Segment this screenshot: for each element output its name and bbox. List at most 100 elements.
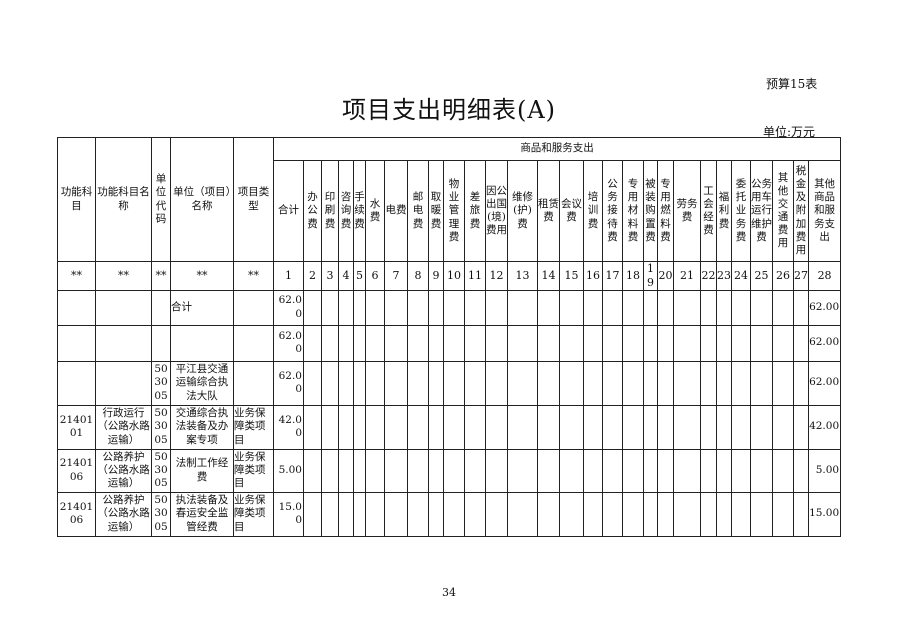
- other-expense-cell: 62.00: [807, 324, 842, 362]
- expense-cell: [643, 324, 658, 362]
- expense-cell: [643, 360, 658, 406]
- project-type-cell: [233, 324, 274, 362]
- other-expense-cell: 62.00: [807, 289, 842, 326]
- expense-cell: [559, 289, 584, 326]
- table-row: 2140106 公路养护（公路水路运输） 503005 执法装备及春运安全监管经费 业务…: [57, 491, 842, 537]
- project-type-cell: 业务保障类项目: [233, 491, 274, 537]
- column-number: 8: [407, 261, 429, 291]
- expense-cell: [622, 404, 644, 450]
- expense-cell: [464, 289, 486, 326]
- expense-cell: [673, 448, 701, 493]
- column-number: 19: [643, 261, 658, 291]
- expense-cell: [673, 491, 701, 537]
- column-header: 水费: [365, 160, 385, 262]
- expense-cell: [428, 360, 444, 406]
- column-header: 专用燃料费: [657, 160, 674, 262]
- expense-cell: [731, 324, 751, 362]
- expense-cell: [602, 448, 623, 493]
- column-number: 24: [731, 261, 751, 291]
- expense-cell: [602, 289, 623, 326]
- unit-code-cell: 503005: [151, 360, 171, 406]
- project-name-cell: [170, 324, 234, 362]
- total-cell: 5.00: [273, 448, 304, 493]
- table-row: 合计 62.00 62.00: [57, 289, 842, 326]
- expense-cell: [731, 448, 751, 493]
- expense-cell: [384, 360, 408, 406]
- table-row: 2140106 公路养护（公路水路运输） 503005 法制工作经费 业务保障类项目 5.…: [57, 448, 842, 493]
- expense-cell: [338, 360, 354, 406]
- expense-cell: [622, 491, 644, 537]
- expense-cell: [559, 404, 584, 450]
- expense-cell: [583, 324, 603, 362]
- function-name-cell: [95, 360, 152, 406]
- expense-cell: [353, 491, 366, 537]
- expense-cell: [338, 448, 354, 493]
- expense-cell: [443, 491, 465, 537]
- expense-cell: [731, 491, 751, 537]
- expense-cell: [583, 360, 603, 406]
- group-header: 商品和服务支出: [272, 137, 842, 161]
- page-number: 34: [442, 586, 456, 599]
- column-header: 税金及附加费用: [793, 160, 809, 262]
- column-header: 因公出国(境)费用: [485, 160, 508, 262]
- table-row: 62.00 62.00: [57, 324, 842, 362]
- expense-cell: [537, 404, 560, 450]
- expense-cell: [772, 448, 794, 493]
- column-number: 6: [365, 261, 385, 291]
- expense-cell: [657, 404, 674, 450]
- expense-cell: [464, 324, 486, 362]
- expense-cell: [622, 289, 644, 326]
- column-header: 单位代码: [151, 137, 171, 262]
- project-name-cell: 平江县交通运输综合执法大队: [170, 360, 234, 406]
- column-number: **: [170, 261, 234, 291]
- expense-cell: [384, 448, 408, 493]
- column-number: 12: [485, 261, 508, 291]
- expense-cell: [365, 491, 385, 537]
- expense-cell: [772, 289, 794, 326]
- column-number: 26: [772, 261, 794, 291]
- expense-cell: [407, 448, 429, 493]
- column-header: 物业管理费: [443, 160, 465, 262]
- expense-cell: [657, 324, 674, 362]
- column-number: 25: [750, 261, 773, 291]
- expense-cell: [673, 360, 701, 406]
- expense-cell: [559, 448, 584, 493]
- expense-cell: [793, 360, 809, 406]
- expense-cell: [602, 404, 623, 450]
- expense-cell: [622, 448, 644, 493]
- expense-cell: [321, 289, 339, 326]
- column-header: 合计: [273, 160, 304, 262]
- project-type-cell: [233, 289, 274, 326]
- project-type-cell: 业务保障类项目: [233, 404, 274, 450]
- expense-cell: [428, 324, 444, 362]
- column-header: 会议费: [559, 160, 584, 262]
- column-header: 公务用车运行维护费: [750, 160, 773, 262]
- expense-cell: [353, 360, 366, 406]
- expense-cell: [485, 448, 508, 493]
- expense-cell: [716, 491, 732, 537]
- expense-cell: [602, 360, 623, 406]
- expense-cell: [716, 360, 732, 406]
- expense-cell: [622, 324, 644, 362]
- expense-cell: [321, 491, 339, 537]
- expense-cell: [643, 404, 658, 450]
- expense-cell: [321, 448, 339, 493]
- column-number: 13: [507, 261, 538, 291]
- expense-cell: [428, 491, 444, 537]
- total-cell: 42.00: [273, 404, 304, 450]
- column-header: 电费: [384, 160, 408, 262]
- expense-cell: [407, 491, 429, 537]
- unit-code-cell: 503005: [151, 404, 171, 450]
- expense-cell: [485, 491, 508, 537]
- expense-cell: [353, 289, 366, 326]
- expense-cell: [622, 360, 644, 406]
- expense-cell: [772, 360, 794, 406]
- column-header: 邮电费: [407, 160, 429, 262]
- expense-cell: [507, 448, 538, 493]
- function-code-cell: [57, 324, 96, 362]
- expense-cell: [750, 360, 773, 406]
- expense-cell: [583, 404, 603, 450]
- expense-cell: [407, 404, 429, 450]
- column-number: 18: [622, 261, 644, 291]
- expense-cell: [338, 289, 354, 326]
